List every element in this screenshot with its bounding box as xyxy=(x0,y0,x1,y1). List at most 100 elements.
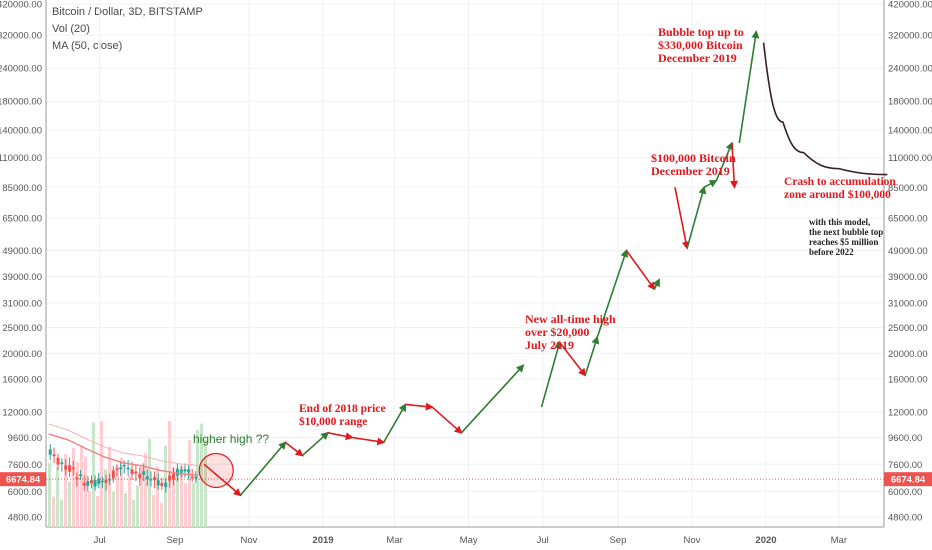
projection-down-arrow xyxy=(284,441,304,457)
y-tick-label-left: 180000.00 xyxy=(0,97,42,108)
annotation-text: Crash to accumulation zone around $100,00… xyxy=(784,176,896,201)
y-tick-label-right: 180000.00 xyxy=(888,97,932,108)
volume-bar xyxy=(60,499,63,527)
indicator-volume: Vol (20) xyxy=(52,23,90,35)
projection-down-arrow xyxy=(625,250,656,291)
x-tick-label: Nov xyxy=(684,535,701,546)
volume-bar xyxy=(172,467,175,527)
chart-title: Bitcoin / Dollar, 3D, BITSTAMP xyxy=(52,6,203,18)
volume-bar xyxy=(184,483,187,527)
candle-body xyxy=(122,465,126,467)
y-tick-label-right: 6000.00 xyxy=(888,487,922,498)
volume-bar xyxy=(104,469,107,527)
candle-body xyxy=(68,465,72,472)
volume-bar xyxy=(108,446,111,527)
candle-body xyxy=(60,462,64,464)
y-tick-label-left: 31000.00 xyxy=(2,298,42,309)
projection-up-arrow xyxy=(652,278,660,290)
y-tick-label-left: 6000.00 xyxy=(8,487,42,498)
crash-curve xyxy=(762,42,888,176)
volume-bar xyxy=(132,499,135,527)
annotation-text: higher high ?? xyxy=(193,432,269,446)
y-tick-label-right: 65000.00 xyxy=(888,214,928,225)
volume-bar xyxy=(140,464,143,527)
volume-bar xyxy=(100,420,103,527)
ma-upper-line xyxy=(48,423,199,466)
volume-bar xyxy=(176,467,179,527)
projection-up-arrow xyxy=(584,335,600,376)
y-tick-label-left: 4800.00 xyxy=(8,513,42,524)
projection-down-arrow xyxy=(405,402,434,411)
annotation-text: New all-time high over $20,000 July 2019 xyxy=(525,312,616,352)
candle-body xyxy=(75,477,79,480)
price-badge-right-text: 6674.84 xyxy=(891,475,926,486)
candle-body xyxy=(134,471,138,474)
candle-body xyxy=(138,473,142,479)
candle-body xyxy=(115,468,119,471)
projection-up-arrow xyxy=(460,364,525,434)
volume-bar xyxy=(196,429,199,527)
candle-body xyxy=(52,454,56,457)
y-tick-label-right: 140000.00 xyxy=(888,126,932,137)
volume-bar xyxy=(128,475,131,527)
volume-bar xyxy=(188,440,191,527)
y-tick-label-right: 20000.00 xyxy=(888,349,928,360)
candle-body xyxy=(149,478,153,481)
candle-body xyxy=(64,465,68,470)
volume-bar xyxy=(148,438,151,527)
volume-bar xyxy=(112,491,115,527)
candle-body xyxy=(71,467,75,470)
volume-bar xyxy=(180,466,183,527)
annotation-text: $100,000 Bitcoin December 2019 xyxy=(651,151,736,178)
ma50-line xyxy=(48,433,199,477)
projection-up-arrow xyxy=(715,141,734,182)
y-tick-label-left: 25000.00 xyxy=(2,323,42,334)
volume-bar xyxy=(160,502,163,527)
candle-body xyxy=(119,467,123,470)
candle-body xyxy=(175,469,179,476)
candle-body xyxy=(82,482,86,486)
volume-bar xyxy=(56,467,59,527)
volume-bar xyxy=(92,422,95,527)
x-tick-label: Sep xyxy=(609,535,626,546)
candle-body xyxy=(93,480,97,487)
volume-bar xyxy=(72,447,75,527)
y-tick-label-left: 9600.00 xyxy=(8,433,42,444)
candle-body xyxy=(48,449,52,455)
y-tick-label-right: 16000.00 xyxy=(888,374,928,385)
y-tick-label-right: 9600.00 xyxy=(888,433,922,444)
volume-bar xyxy=(144,452,147,527)
candle-body xyxy=(172,473,176,480)
volume-bar xyxy=(80,446,83,527)
candle-body xyxy=(108,478,112,481)
chart-legend: Bitcoin / Dollar, 3D, BITSTAMP Vol (20) … xyxy=(52,4,203,55)
candle-body xyxy=(89,480,93,484)
projection-up-arrow xyxy=(738,30,760,144)
candle-body xyxy=(160,482,164,487)
candle-body xyxy=(142,471,146,475)
annotation-text: with this model, the next bubble top reach… xyxy=(809,217,883,257)
volume-bar xyxy=(120,457,123,527)
candle-body xyxy=(168,475,172,481)
y-tick-label-right: 4800.00 xyxy=(888,513,922,524)
x-tick-label: May xyxy=(460,535,478,546)
candle-body xyxy=(79,474,83,476)
x-tick-label: 2020 xyxy=(755,535,776,546)
volume-bar xyxy=(48,462,51,527)
candle-body xyxy=(56,457,60,465)
candle-body xyxy=(126,467,130,470)
y-tick-label-left: 20000.00 xyxy=(2,349,42,360)
x-tick-label: Mar xyxy=(831,535,847,546)
candle-body xyxy=(97,478,101,484)
candle-body xyxy=(187,469,191,473)
volume-bar xyxy=(136,485,139,527)
y-tick-label-right: 25000.00 xyxy=(888,323,928,334)
projection-up-arrow xyxy=(382,403,407,443)
indicator-ma: MA (50, close) xyxy=(52,40,123,52)
y-tick-label-left: 240000.00 xyxy=(0,64,42,75)
projection-down-arrow xyxy=(431,406,463,434)
x-tick-label: Jul xyxy=(94,535,106,546)
volume-bar xyxy=(76,462,79,527)
y-tick-label-left: 140000.00 xyxy=(0,126,42,137)
